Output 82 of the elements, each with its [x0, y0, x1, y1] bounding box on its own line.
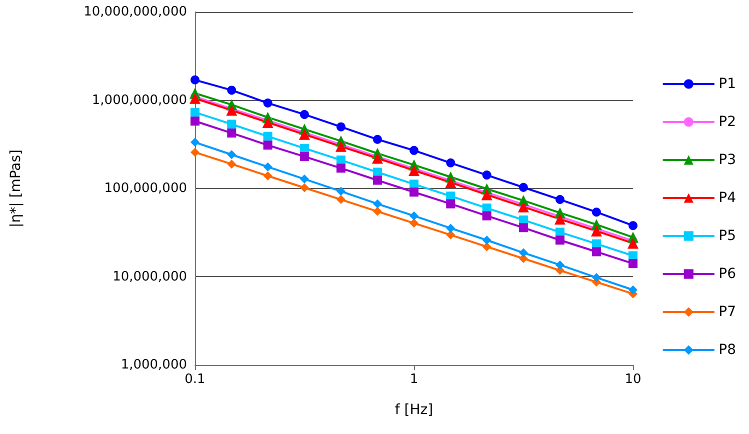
point — [227, 128, 236, 138]
point — [410, 211, 418, 220]
point — [482, 242, 492, 252]
point — [482, 236, 492, 245]
point — [482, 211, 492, 220]
point — [190, 148, 200, 157]
point — [518, 182, 528, 192]
point — [445, 176, 456, 188]
y-tick-label: 1,000,000,000 — [92, 92, 187, 108]
point — [372, 206, 382, 216]
point — [410, 218, 418, 228]
point — [446, 224, 456, 233]
point — [336, 164, 346, 173]
x-tick-label: 0.1 — [184, 372, 206, 387]
point — [410, 188, 418, 197]
point — [628, 238, 638, 249]
point — [410, 146, 418, 155]
point — [263, 132, 272, 141]
point — [590, 225, 602, 236]
point — [628, 221, 638, 230]
point — [446, 199, 456, 208]
point — [335, 140, 346, 152]
point — [227, 150, 236, 160]
point — [262, 116, 274, 128]
point — [336, 195, 346, 204]
point — [190, 75, 200, 84]
y-axis-title: |η*| [mPas] — [8, 149, 24, 228]
point — [518, 223, 528, 232]
point — [592, 247, 601, 256]
point — [190, 116, 200, 126]
point — [300, 110, 309, 119]
x-tick-label: 10 — [624, 372, 642, 387]
y-tick-label: 10,000,000,000 — [84, 4, 187, 20]
point — [555, 195, 564, 204]
point — [336, 186, 346, 196]
point — [372, 134, 382, 144]
y-tick-label: 10,000,000 — [112, 269, 187, 284]
point — [481, 189, 492, 200]
point — [300, 174, 309, 184]
point — [336, 122, 346, 132]
legend-label: P6 — [718, 266, 736, 282]
point — [446, 158, 456, 168]
x-tick-label: 1 — [410, 372, 418, 387]
point — [555, 236, 564, 245]
point — [227, 160, 236, 169]
legend-label: P3 — [718, 152, 736, 168]
y-tick-label: 1,000,000 — [120, 358, 187, 372]
x-axis-title: f [Hz] — [394, 402, 434, 418]
point — [518, 248, 528, 258]
point — [190, 92, 200, 104]
legend-label: P2 — [718, 114, 736, 130]
point — [300, 183, 309, 192]
point — [227, 86, 236, 95]
point — [628, 285, 638, 294]
point — [263, 98, 272, 108]
point — [227, 120, 236, 129]
point — [628, 259, 638, 268]
point — [592, 208, 601, 217]
point — [190, 138, 200, 147]
point — [372, 152, 383, 164]
legend-label: P5 — [718, 228, 736, 244]
point — [408, 164, 420, 176]
legend-label: P8 — [718, 342, 736, 358]
point — [372, 199, 382, 208]
point — [372, 168, 382, 177]
point — [592, 273, 601, 282]
point — [226, 104, 238, 116]
point — [482, 170, 492, 180]
legend-label: P4 — [718, 190, 736, 206]
point — [554, 214, 566, 225]
y-tick-label: 100,000,000 — [104, 181, 187, 196]
legend-label: P7 — [718, 304, 736, 320]
point — [372, 176, 382, 185]
legend-label: P1 — [718, 76, 736, 92]
point — [518, 201, 529, 212]
point — [263, 140, 272, 150]
point — [263, 162, 272, 172]
point — [263, 171, 272, 180]
point — [300, 152, 309, 162]
point — [555, 260, 564, 270]
point — [298, 128, 310, 140]
point — [190, 108, 200, 117]
